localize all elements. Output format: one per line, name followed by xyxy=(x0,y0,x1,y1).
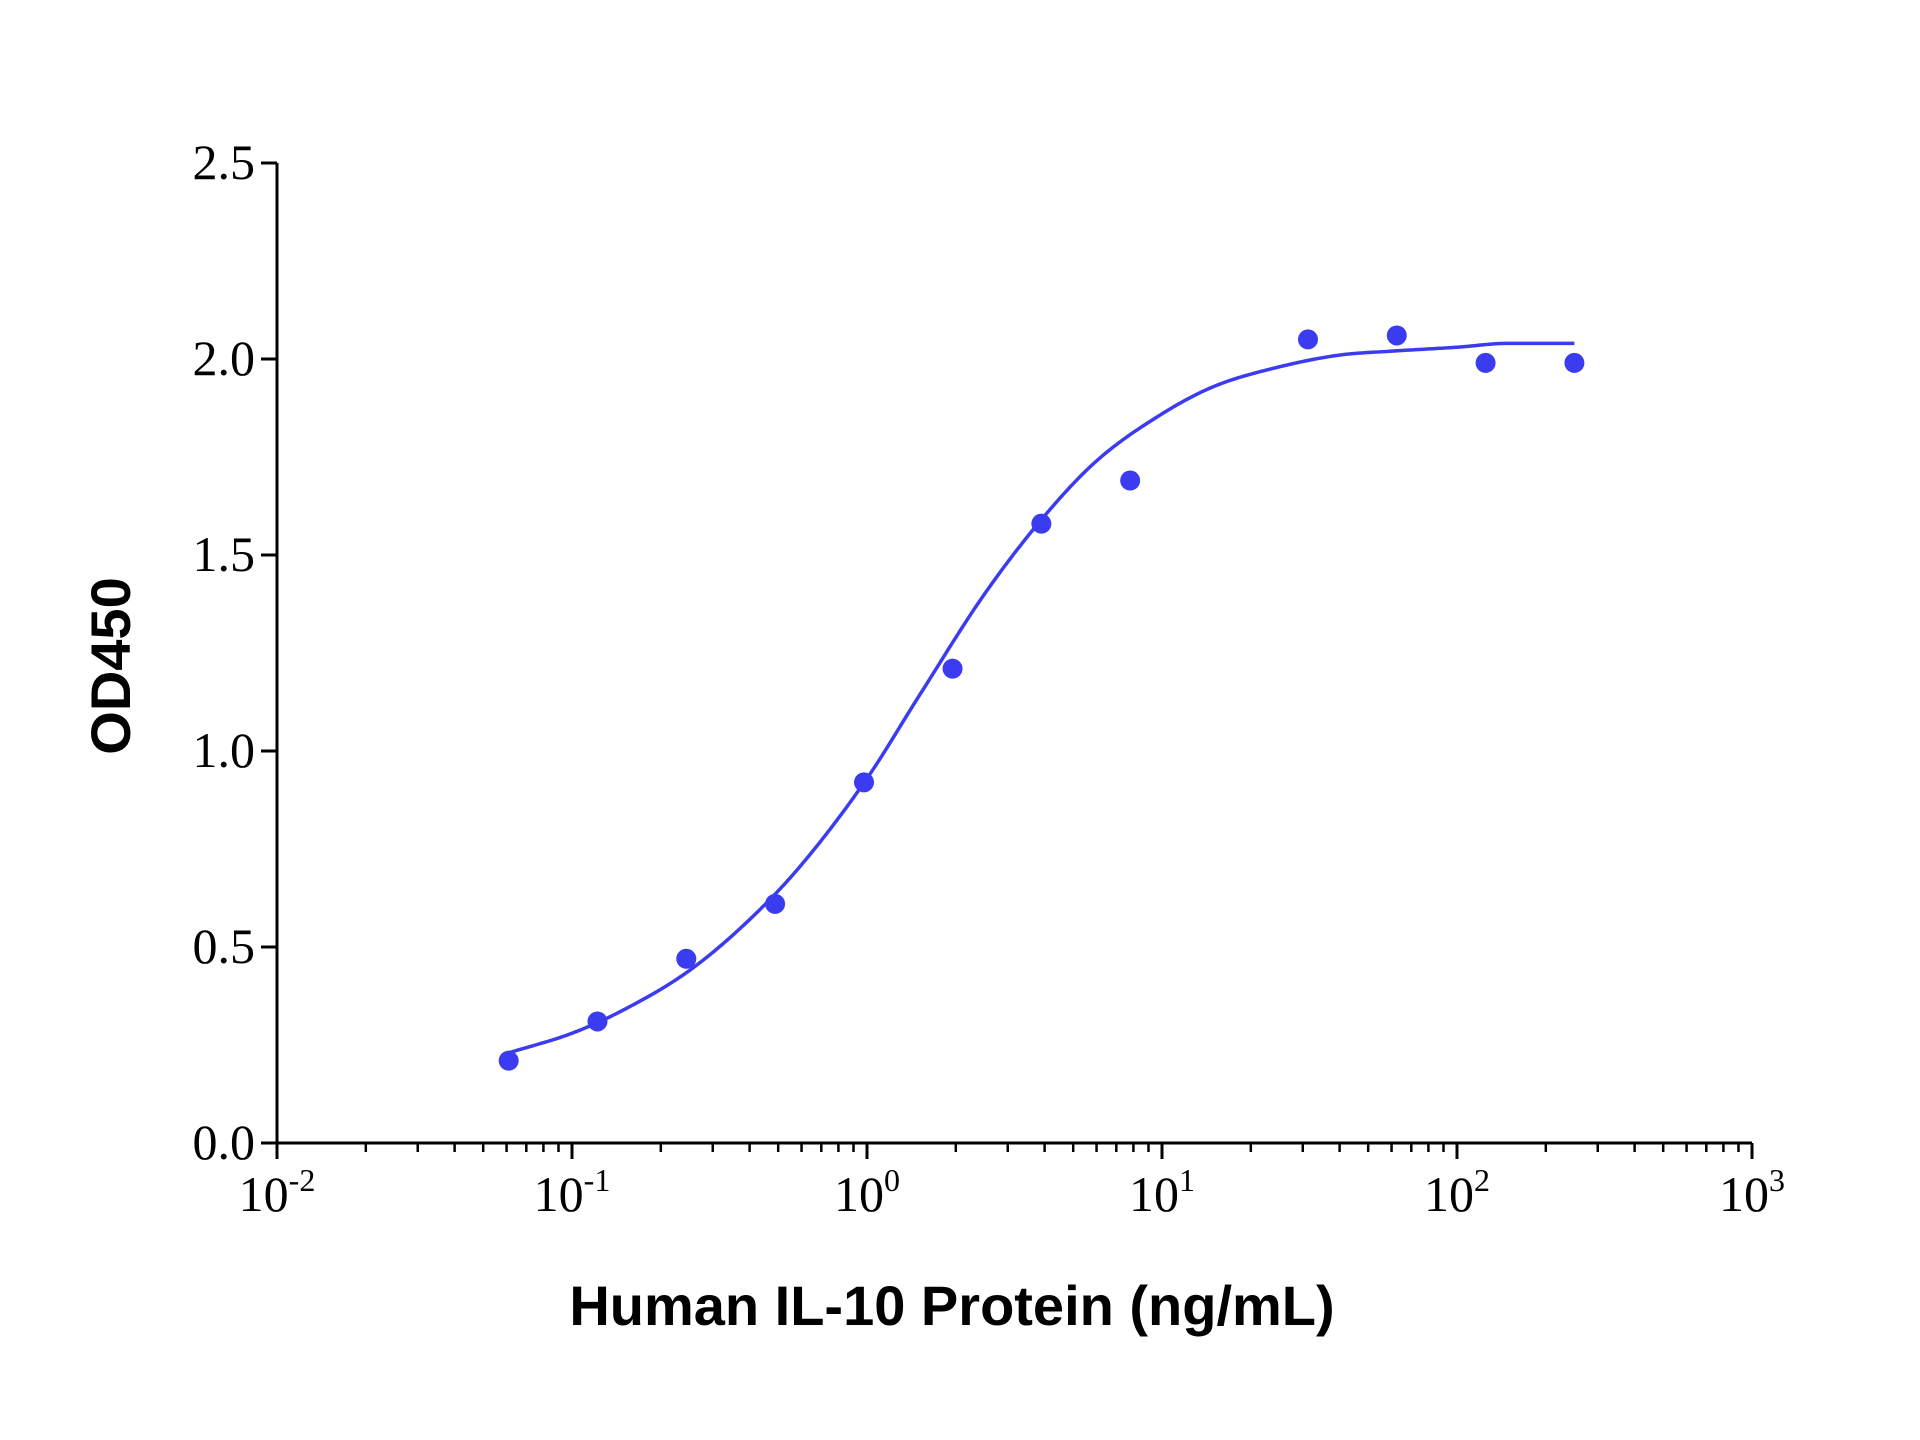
data-point xyxy=(498,1050,519,1071)
y-tick-label: 0.0 xyxy=(193,1114,256,1170)
x-tick-label: 100 xyxy=(834,1162,900,1222)
axes: 0.0 0.5 1.0 1.5 2.0 2.5 10-2 10-1 100 101 102 103 xyxy=(193,134,1786,1222)
y-tick-label: 0.5 xyxy=(193,918,256,974)
data-point xyxy=(854,772,875,793)
y-tick-label: 1.5 xyxy=(193,526,256,582)
x-tick-label: 10-2 xyxy=(239,1162,316,1222)
y-tick-label: 2.0 xyxy=(193,330,256,386)
data-point xyxy=(1031,513,1052,534)
y-tick-label: 2.5 xyxy=(193,134,256,190)
data-point xyxy=(1564,352,1585,373)
data-point xyxy=(1475,352,1496,373)
y-axis-label: OD450 xyxy=(79,577,142,754)
data-point xyxy=(1386,325,1407,346)
data-point xyxy=(942,658,963,679)
data-point xyxy=(1297,329,1318,350)
data-point xyxy=(1120,470,1141,491)
fit-curve-layer xyxy=(508,341,1575,1055)
fit-curve-line xyxy=(508,341,1575,1055)
x-tick-label: 101 xyxy=(1129,1162,1195,1222)
x-axis-label: Human IL-10 Protein (ng/mL) xyxy=(569,1274,1334,1337)
data-points-layer xyxy=(498,325,1585,1071)
data-point xyxy=(765,893,786,914)
y-tick-label: 1.0 xyxy=(193,722,256,778)
x-tick-label: 10-1 xyxy=(534,1162,611,1222)
x-tick-label: 102 xyxy=(1424,1162,1490,1222)
data-point xyxy=(676,948,697,969)
data-point xyxy=(587,1011,608,1032)
x-tick-label: 103 xyxy=(1719,1162,1785,1222)
